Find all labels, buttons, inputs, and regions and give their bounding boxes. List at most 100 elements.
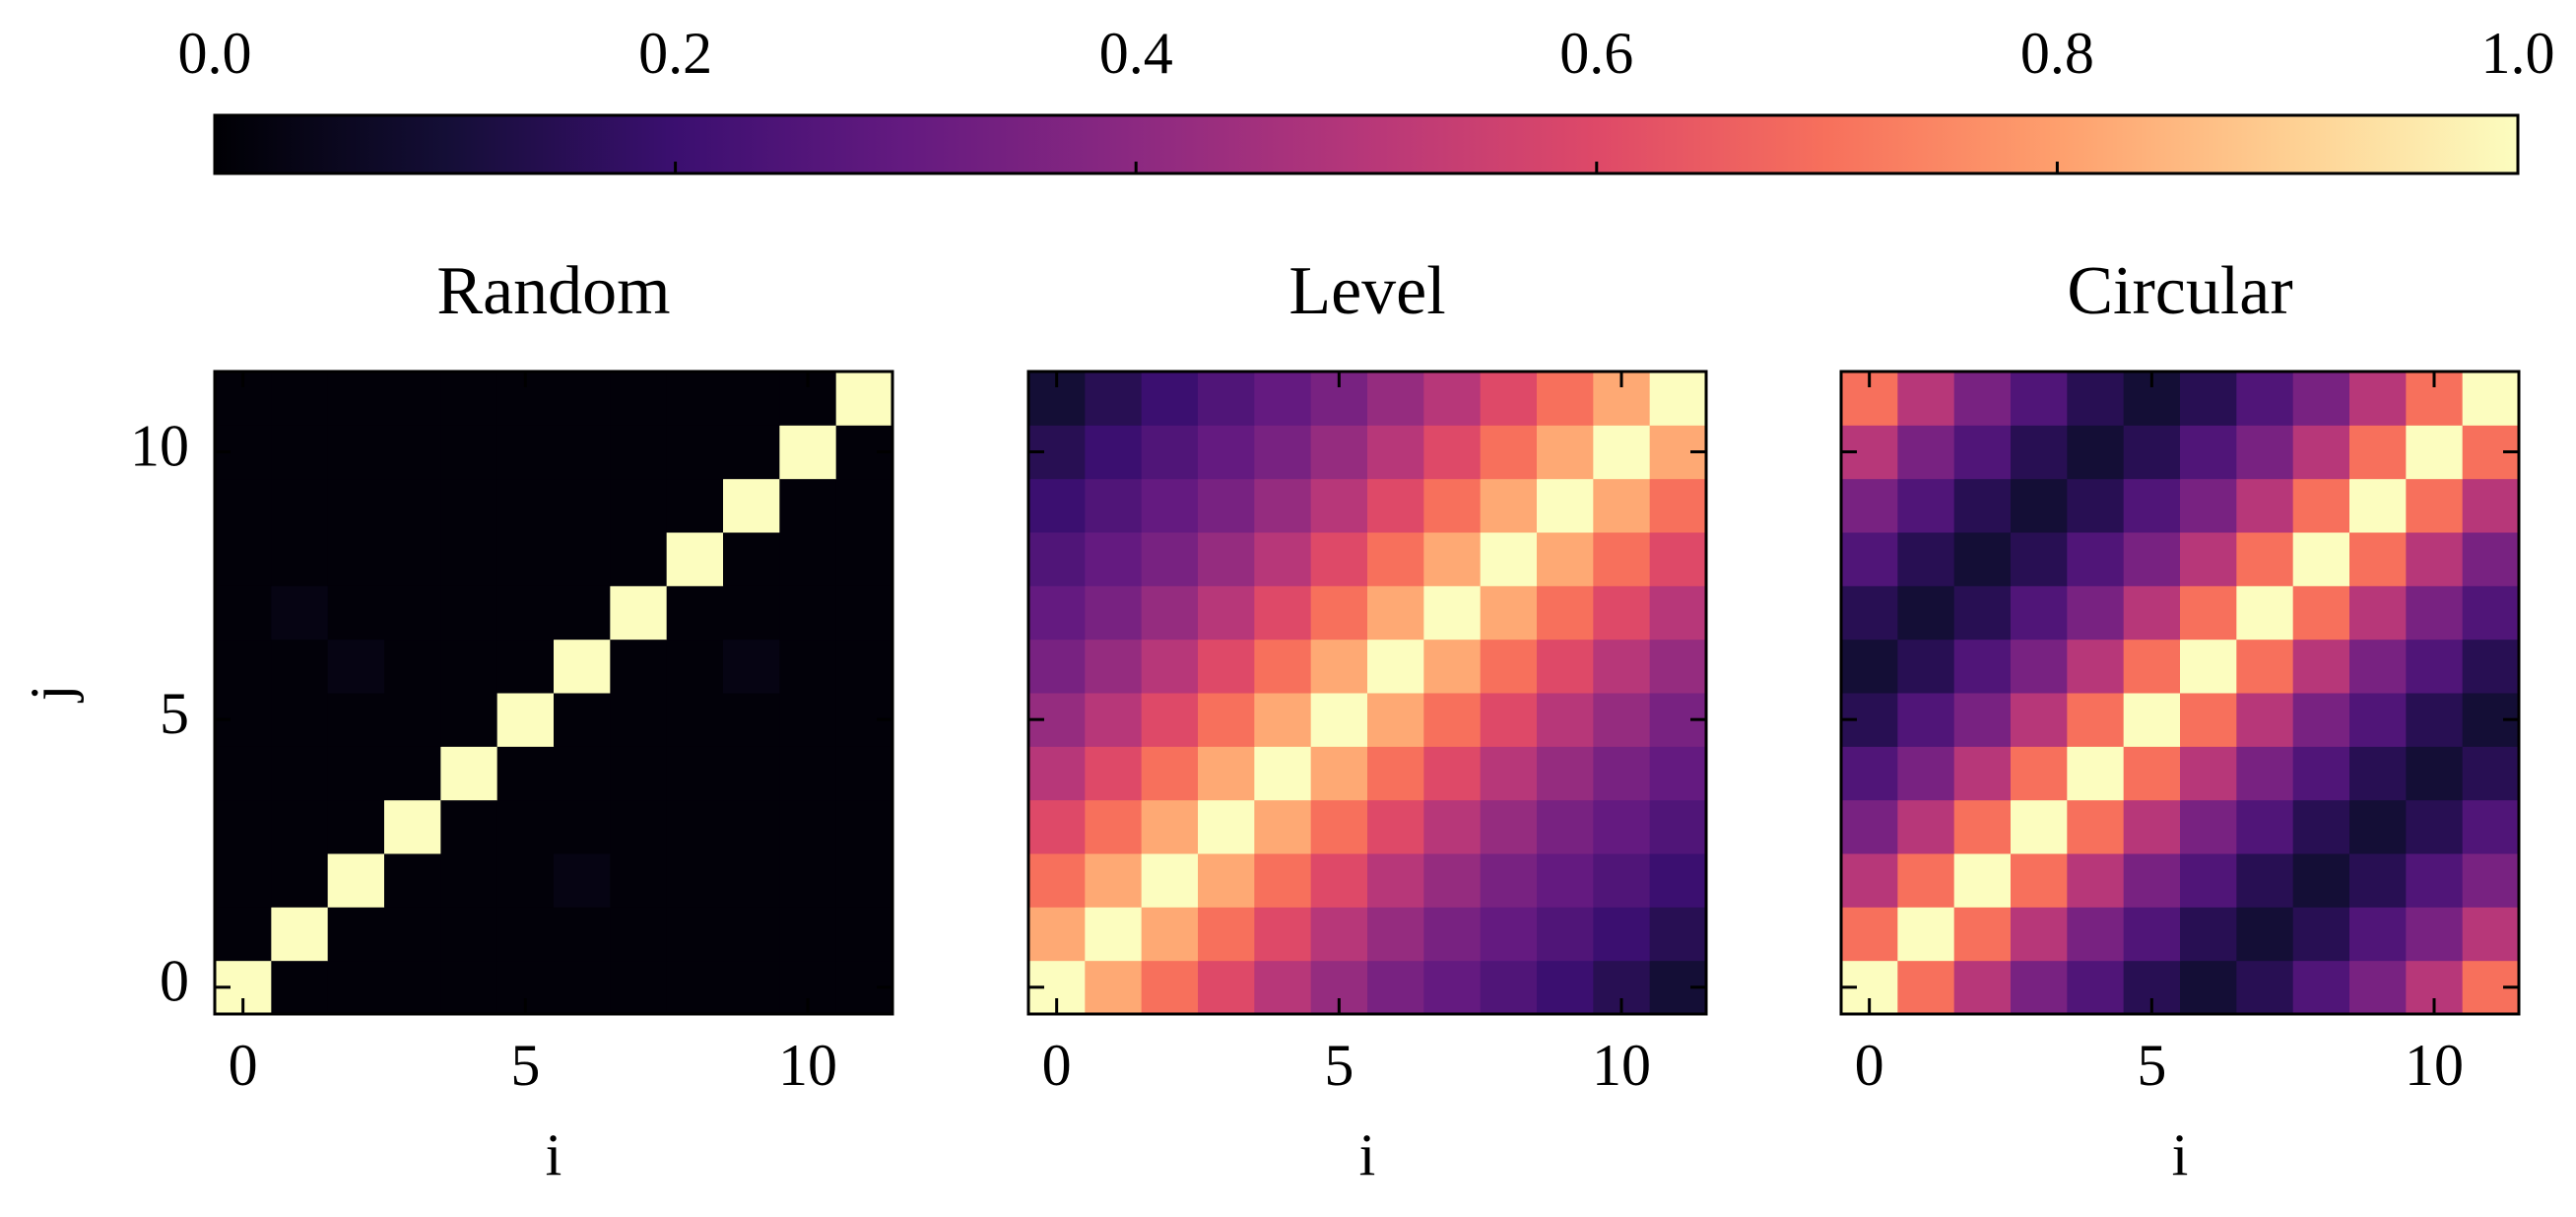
- heatmap-cell: [1198, 372, 1255, 426]
- heatmap-cell: [1310, 746, 1368, 801]
- heatmap-cell: [271, 746, 329, 801]
- heatmap-cell: [2123, 639, 2181, 694]
- heatmap-cell: [2462, 478, 2520, 533]
- x-axis-label: i: [546, 1122, 562, 1187]
- colorbar-tick-label: 0.0: [178, 21, 252, 86]
- heatmap-cell: [327, 639, 385, 694]
- heatmap-cell: [440, 907, 498, 962]
- heatmap-cell: [1593, 639, 1651, 694]
- colorbar-tick-label: 0.6: [1559, 21, 1633, 86]
- heatmap-cell: [384, 907, 441, 962]
- heatmap-cell: [384, 372, 441, 426]
- heatmap-cell: [554, 478, 611, 533]
- heatmap-cell: [1480, 799, 1538, 854]
- heatmap-cell: [384, 425, 441, 480]
- heatmap-cell: [1198, 585, 1255, 641]
- heatmap-cell: [1480, 907, 1538, 962]
- heatmap-cell: [1367, 960, 1424, 1015]
- heatmap-cell: [2236, 532, 2294, 586]
- heatmap-cell: [779, 425, 837, 480]
- heatmap-cell: [1085, 425, 1143, 480]
- heatmap-cell: [2236, 907, 2294, 962]
- heatmap-cell: [666, 532, 724, 586]
- heatmap-cell: [2406, 532, 2464, 586]
- x-tick-label: 0: [1855, 1033, 1884, 1098]
- heatmap-cell: [327, 478, 385, 533]
- heatmap-cell: [2123, 478, 2181, 533]
- heatmap-cell: [1593, 799, 1651, 854]
- heatmap-cell: [2349, 907, 2407, 962]
- heatmap-cell: [2462, 532, 2520, 586]
- heatmap-cell: [1367, 425, 1424, 480]
- heatmap-cell: [1953, 425, 2012, 480]
- heatmap-cell: [2236, 372, 2294, 426]
- heatmap-cell: [666, 425, 724, 480]
- heatmap-cell: [1953, 372, 2012, 426]
- heatmap-cell: [554, 639, 611, 694]
- heatmap-cell: [496, 478, 555, 533]
- heatmap-cell: [779, 532, 837, 586]
- heatmap-cell: [779, 639, 837, 694]
- heatmap-cell: [2011, 960, 2068, 1015]
- heatmap-cell: [1310, 907, 1368, 962]
- heatmap-cell: [666, 907, 724, 962]
- heatmap-cell: [2067, 372, 2125, 426]
- panel-title: Random: [436, 253, 670, 329]
- heatmap-cell: [2011, 585, 2068, 641]
- heatmap-cell: [2011, 799, 2068, 854]
- heatmap-cell: [1841, 799, 1898, 854]
- heatmap-cell: [666, 853, 724, 908]
- heatmap-cell: [1198, 693, 1255, 747]
- heatmap-cell: [610, 372, 668, 426]
- heatmap-cell: [2462, 639, 2520, 694]
- heatmap-cell: [440, 532, 498, 586]
- heatmap-cell: [1537, 532, 1594, 586]
- heatmap-cell: [1254, 746, 1312, 801]
- heatmap-cell: [2067, 532, 2125, 586]
- heatmap-cell: [2011, 639, 2068, 694]
- heatmap-cell: [554, 746, 611, 801]
- heatmap-cell: [779, 585, 837, 641]
- heatmap-cell: [215, 853, 272, 908]
- heatmap-cell: [1897, 478, 1955, 533]
- heatmap-cell: [1085, 639, 1143, 694]
- heatmap-cell: [2292, 693, 2350, 747]
- heatmap-cell: [2180, 746, 2237, 801]
- heatmap-cell: [496, 853, 555, 908]
- y-tick-label: 5: [160, 681, 189, 746]
- heatmap-cell: [2011, 693, 2068, 747]
- heatmap-cell: [2011, 853, 2068, 908]
- heatmap-cell: [835, 372, 893, 426]
- heatmap-cell: [2180, 960, 2237, 1015]
- heatmap-cell: [610, 693, 668, 747]
- heatmap-cell: [554, 532, 611, 586]
- heatmap-cell: [2123, 853, 2181, 908]
- heatmap-cell: [1593, 585, 1651, 641]
- heatmap-cell: [610, 425, 668, 480]
- heatmap-cell: [2462, 853, 2520, 908]
- heatmap-cell: [610, 478, 668, 533]
- heatmap-cell: [1141, 585, 1199, 641]
- heatmap-cell: [2406, 478, 2464, 533]
- heatmap-cell: [1367, 799, 1424, 854]
- heatmap-cell: [496, 746, 555, 801]
- heatmap-cell: [1198, 532, 1255, 586]
- heatmap-cell: [1897, 746, 1955, 801]
- heatmap-cell: [723, 960, 780, 1015]
- heatmap-cell: [1897, 907, 1955, 962]
- heatmap-cell: [1897, 532, 1955, 586]
- heatmap-cell: [1085, 372, 1143, 426]
- heatmap-cell: [1480, 478, 1538, 533]
- heatmap-cell: [2011, 478, 2068, 533]
- heatmap-cell: [1028, 799, 1086, 854]
- heatmap-cell: [327, 425, 385, 480]
- heatmap-cell: [1897, 425, 1955, 480]
- heatmap-cell: [1897, 372, 1955, 426]
- heatmap-cell: [1141, 693, 1199, 747]
- heatmap-cell: [1028, 585, 1086, 641]
- heatmap-cell: [2406, 693, 2464, 747]
- heatmap-cell: [610, 746, 668, 801]
- heatmap-cell: [1085, 746, 1143, 801]
- heatmap-cell: [2180, 907, 2237, 962]
- heatmap-cell: [554, 960, 611, 1015]
